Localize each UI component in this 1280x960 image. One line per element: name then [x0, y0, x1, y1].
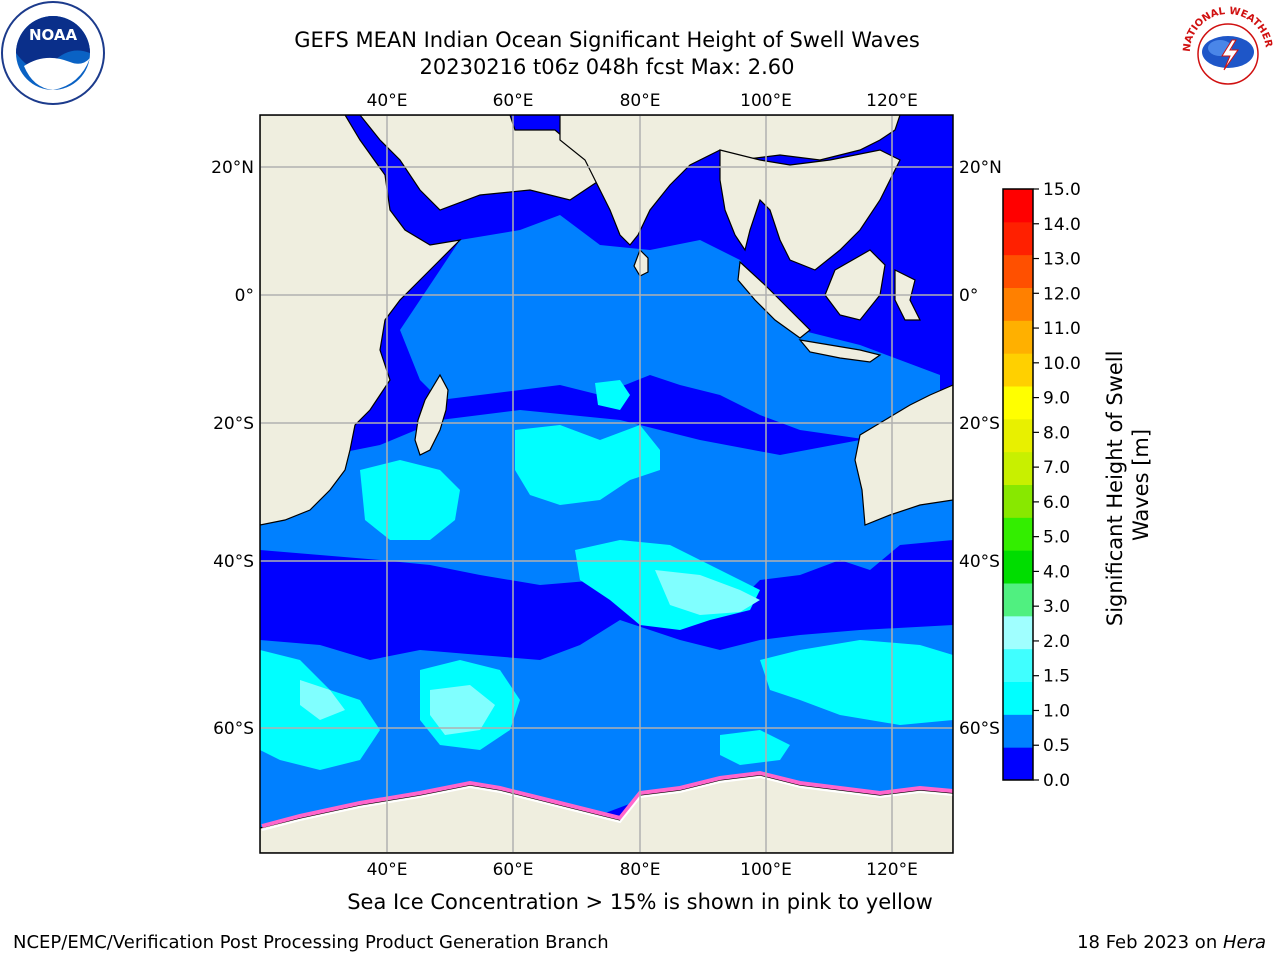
- lon-tick-bottom: 60°E: [493, 860, 534, 880]
- land-arabia: [359, 115, 601, 211]
- land-sumatra: [737, 260, 811, 339]
- lat-tick-right: 20°N: [959, 158, 1002, 178]
- land-borneo: [824, 249, 886, 321]
- land-india: [559, 115, 901, 246]
- colorbar-tick-label: 3.0: [1043, 597, 1070, 617]
- colorbar-segment: [1003, 221, 1033, 256]
- swell-patch-max: [300, 680, 345, 720]
- swell-patch-high: [360, 460, 460, 540]
- lat-tick-right: 20°S: [959, 414, 1000, 434]
- map-gridlines: [260, 115, 953, 853]
- colorbar-segment: [1003, 681, 1033, 715]
- swell-patch-high: [760, 640, 953, 725]
- footer-date: 18 Feb 2023 on Hera: [1077, 932, 1266, 953]
- land-se-asia: [719, 149, 901, 271]
- lat-tick-right: 60°S: [959, 719, 1000, 739]
- swell-patch-high: [515, 425, 660, 505]
- colorbar-segment: [1003, 320, 1033, 354]
- land-madagascar: [414, 373, 449, 456]
- swell-patch-max: [430, 685, 495, 735]
- lat-tick-left: 40°S: [213, 552, 254, 572]
- lon-tick-top: 120°E: [866, 91, 918, 111]
- swell-patch-high: [595, 380, 630, 410]
- colorbar-segment: [1003, 386, 1033, 420]
- colorbar-frame: [1002, 188, 1034, 781]
- colorbar-tick-label: 8.0: [1043, 423, 1070, 443]
- colorbar-tick-label: 13.0: [1043, 250, 1081, 270]
- swell-patch-max: [655, 570, 760, 615]
- map-area: [260, 115, 953, 853]
- colorbar-tick-label: 5.0: [1043, 528, 1070, 548]
- colorbar-segment: [1003, 648, 1033, 682]
- colorbar-tick-label: 7.0: [1043, 458, 1070, 478]
- lat-tick-left: 20°N: [211, 158, 254, 178]
- colorbar-tick-label: 12.0: [1043, 284, 1081, 304]
- colorbar-segment: [1003, 287, 1033, 321]
- page-subtitle: 20230216 t06z 048h fcst Max: 2.60: [419, 55, 795, 79]
- footer-host: Hera: [1222, 932, 1266, 953]
- colorbar-tick-label: 11.0: [1043, 319, 1081, 339]
- lon-tick-top: 80°E: [620, 91, 661, 111]
- colorbar-tick-label: 14.0: [1043, 215, 1081, 235]
- lat-tick-left: 20°S: [213, 414, 254, 434]
- colorbar-label: Significant Height of Swell Waves [m]: [1103, 344, 1153, 626]
- colorbar: 0.0 0.5 1.0 1.5 2.0 3.0 4.0 5.0 6.0 7.0 8.0 9.0 10.0…: [1002, 180, 1081, 791]
- colorbar-segment: [1003, 484, 1033, 518]
- colorbar-tick-label: 0.5: [1043, 736, 1070, 756]
- footer-credit: NCEP/EMC/Verification Post Processing Pr…: [13, 932, 609, 953]
- lat-tick-left: 0°: [235, 286, 254, 306]
- colorbar-segment: [1003, 418, 1033, 453]
- colorbar-tick-label: 15.0: [1043, 180, 1081, 200]
- lat-tick-left: 60°S: [213, 719, 254, 739]
- sea-ice-edge-inner: [261, 775, 953, 831]
- colorbar-tick-label: 4.0: [1043, 562, 1070, 582]
- noaa-logo: NOAA: [1, 1, 105, 105]
- lon-tick-top: 100°E: [740, 91, 792, 111]
- colorbar-segment: [1003, 451, 1033, 485]
- lon-tick-top: 60°E: [493, 91, 534, 111]
- land-australia: [854, 384, 953, 526]
- swell-patch-high: [720, 730, 790, 765]
- colorbar-segment: [1003, 615, 1033, 650]
- land-java: [798, 339, 882, 363]
- footer-date-text: 18 Feb 2023 on: [1077, 932, 1223, 953]
- sea-ice-edge: [261, 770, 953, 828]
- colorbar-tick-label: 6.0: [1043, 493, 1070, 513]
- swell-band-mid: [400, 215, 940, 440]
- noaa-logo-text: NOAA: [29, 26, 78, 44]
- lon-tick-bottom: 100°E: [740, 860, 792, 880]
- colorbar-segment: [1003, 583, 1033, 617]
- colorbar-tick-label: 2.0: [1043, 632, 1070, 652]
- colorbar-segment: [1003, 254, 1033, 288]
- colorbar-tick-label: 1.5: [1043, 667, 1070, 687]
- colorbar-tick-label: 1.0: [1043, 701, 1070, 721]
- colorbar-segment: [1003, 189, 1033, 223]
- colorbar-segment: [1003, 747, 1033, 781]
- colorbar-tick-label: 10.0: [1043, 354, 1081, 374]
- sea-ice-caption: Sea Ice Concentration > 15% is shown in …: [347, 890, 933, 914]
- colorbar-segment: [1003, 517, 1033, 551]
- page-title: GEFS MEAN Indian Ocean Significant Heigh…: [294, 28, 920, 52]
- lon-tick-bottom: 120°E: [866, 860, 918, 880]
- land-sri-lanka: [633, 248, 649, 277]
- nws-logo: NATIONAL WEATHER SERVICE: [1176, 0, 1278, 102]
- map-frame: [259, 114, 954, 854]
- lon-tick-bottom: 40°E: [367, 860, 408, 880]
- colorbar-segment: [1003, 714, 1033, 748]
- lat-tick-right: 40°S: [959, 552, 1000, 572]
- lon-tick-bottom: 80°E: [620, 860, 661, 880]
- lat-tick-right: 0°: [959, 286, 978, 306]
- colorbar-tick-label: 9.0: [1043, 389, 1070, 409]
- colorbar-segment: [1003, 353, 1033, 387]
- colorbar-segment: [1003, 550, 1033, 584]
- swell-band-mid: [260, 410, 953, 610]
- lon-tick-top: 40°E: [367, 91, 408, 111]
- colorbar-tick-label: 0.0: [1043, 771, 1070, 791]
